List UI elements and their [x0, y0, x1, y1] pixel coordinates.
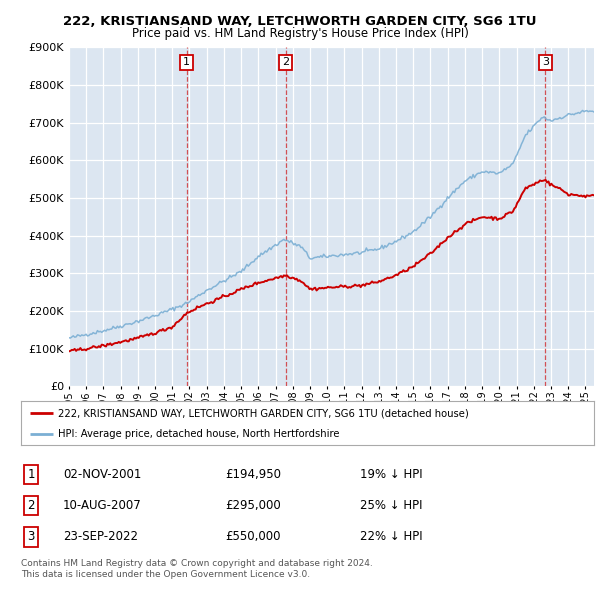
Text: This data is licensed under the Open Government Licence v3.0.: This data is licensed under the Open Gov… — [21, 571, 310, 579]
Text: 222, KRISTIANSAND WAY, LETCHWORTH GARDEN CITY, SG6 1TU: 222, KRISTIANSAND WAY, LETCHWORTH GARDEN… — [63, 15, 537, 28]
Text: 222, KRISTIANSAND WAY, LETCHWORTH GARDEN CITY, SG6 1TU (detached house): 222, KRISTIANSAND WAY, LETCHWORTH GARDEN… — [58, 408, 469, 418]
Text: Price paid vs. HM Land Registry's House Price Index (HPI): Price paid vs. HM Land Registry's House … — [131, 27, 469, 40]
Text: 2: 2 — [28, 499, 35, 512]
Text: 3: 3 — [542, 57, 549, 67]
Text: 1: 1 — [28, 468, 35, 481]
Text: 02-NOV-2001: 02-NOV-2001 — [63, 468, 142, 481]
Text: 3: 3 — [28, 530, 35, 543]
Text: HPI: Average price, detached house, North Hertfordshire: HPI: Average price, detached house, Nort… — [58, 428, 340, 438]
Text: 22% ↓ HPI: 22% ↓ HPI — [360, 530, 422, 543]
Text: 10-AUG-2007: 10-AUG-2007 — [63, 499, 142, 512]
Text: Contains HM Land Registry data © Crown copyright and database right 2024.: Contains HM Land Registry data © Crown c… — [21, 559, 373, 568]
Text: £194,950: £194,950 — [225, 468, 281, 481]
Text: £550,000: £550,000 — [225, 530, 281, 543]
Text: 2: 2 — [282, 57, 289, 67]
Text: 23-SEP-2022: 23-SEP-2022 — [63, 530, 138, 543]
Text: 19% ↓ HPI: 19% ↓ HPI — [360, 468, 422, 481]
Text: 1: 1 — [183, 57, 190, 67]
Text: £295,000: £295,000 — [225, 499, 281, 512]
Text: 25% ↓ HPI: 25% ↓ HPI — [360, 499, 422, 512]
